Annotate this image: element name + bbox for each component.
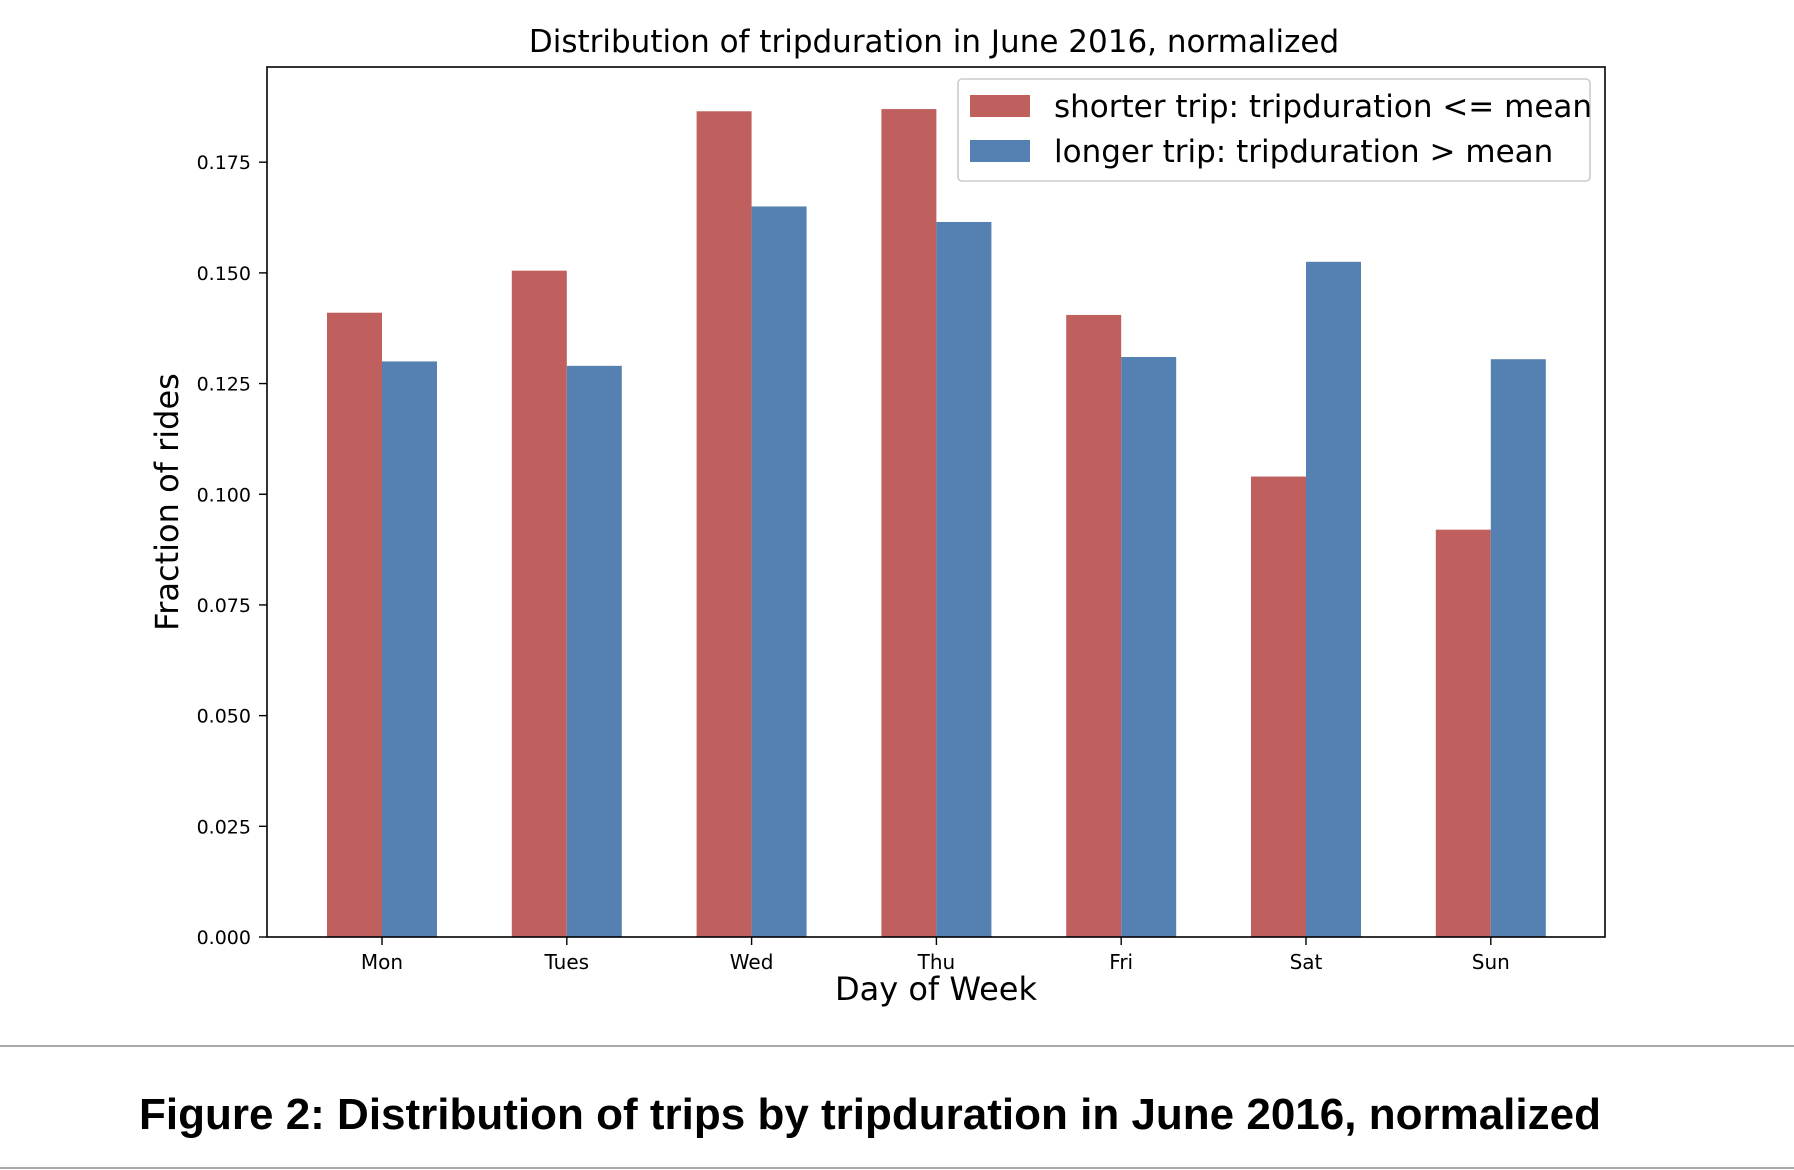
x-tick-label: Fri <box>1109 950 1133 974</box>
bar-longer-wed <box>751 206 807 938</box>
y-axis-label: Fraction of rides <box>148 373 186 631</box>
caption-bottom-rule <box>0 1167 1794 1169</box>
bar-longer-sun <box>1490 359 1546 937</box>
y-axis: 0.000 0.025 0.050 0.075 0.100 0.125 0.150 0.175 <box>197 152 267 949</box>
bar-chart: Distribution of tripduration in June 201… <box>148 24 1606 1008</box>
legend: shorter trip: tripduration <= mean longe… <box>957 78 1592 182</box>
plot-frame <box>266 66 1606 938</box>
legend-swatch-shorter <box>970 95 1030 117</box>
y-tick-label: 0.000 <box>197 927 251 949</box>
bar-shorter-mon <box>327 312 382 937</box>
x-axis-label: Day of Week <box>835 970 1038 1008</box>
caption-top-rule <box>0 1045 1794 1047</box>
y-tick-label: 0.125 <box>197 374 251 396</box>
bar-longer-sat <box>1306 261 1361 937</box>
x-axis: Mon Tues Wed Thu Fri Sat Sun <box>361 937 1510 974</box>
x-tick-label: Thu <box>917 950 956 974</box>
y-tick-label: 0.050 <box>197 706 251 728</box>
y-tick-label: 0.025 <box>197 816 251 838</box>
legend-box <box>957 78 1591 182</box>
bar-shorter-tues <box>511 270 567 937</box>
bar-longer-thu <box>936 221 992 937</box>
figure-caption: Figure 2: Distribution of trips by tripd… <box>139 1090 1601 1139</box>
x-tick-label: Mon <box>361 950 403 974</box>
bar-shorter-fri <box>1066 314 1122 937</box>
bar-longer-fri <box>1121 357 1177 937</box>
legend-label-shorter: shorter trip: tripduration <= mean <box>1054 89 1592 125</box>
chart-title: Distribution of tripduration in June 201… <box>529 24 1339 60</box>
bar-shorter-wed <box>696 111 752 938</box>
y-tick-label: 0.075 <box>197 595 251 617</box>
bars-group <box>327 109 1546 938</box>
x-tick-label: Wed <box>730 950 774 974</box>
bar-shorter-sat <box>1251 476 1306 937</box>
bar-shorter-sun <box>1435 529 1491 937</box>
x-tick-label: Tues <box>544 950 590 974</box>
y-tick-label: 0.175 <box>197 152 251 174</box>
y-tick-label: 0.100 <box>197 484 251 506</box>
bar-longer-mon <box>382 361 437 937</box>
legend-swatch-longer <box>970 140 1030 162</box>
y-tick-label: 0.150 <box>197 263 251 285</box>
bar-longer-tues <box>566 365 622 937</box>
x-tick-label: Sat <box>1290 950 1323 974</box>
bar-shorter-thu <box>881 109 937 938</box>
x-tick-label: Sun <box>1472 950 1510 974</box>
legend-label-longer: longer trip: tripduration > mean <box>1054 134 1553 170</box>
